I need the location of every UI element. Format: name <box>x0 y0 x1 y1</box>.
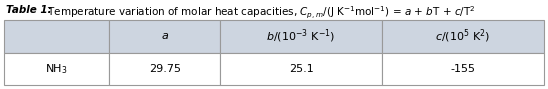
Bar <box>382 20 544 53</box>
Text: NH$_3$: NH$_3$ <box>45 62 68 76</box>
Text: Temperature variation of molar heat capacities, $C_{p,m}$/(J K$^{-1}$mol$^{-1}$): Temperature variation of molar heat capa… <box>44 5 476 21</box>
Bar <box>4 53 109 85</box>
Text: $\it{c}$/(10$^{5}$ K$^{2}$): $\it{c}$/(10$^{5}$ K$^{2}$) <box>435 27 490 45</box>
Text: 29.75: 29.75 <box>149 64 181 74</box>
Text: $\it{b}$/(10$^{-3}$ K$^{-1}$): $\it{b}$/(10$^{-3}$ K$^{-1}$) <box>266 27 336 45</box>
Bar <box>382 53 544 85</box>
Bar <box>109 53 220 85</box>
Bar <box>109 20 220 53</box>
Text: 25.1: 25.1 <box>289 64 313 74</box>
Text: -155: -155 <box>450 64 476 74</box>
Text: $\it{a}$: $\it{a}$ <box>161 31 169 41</box>
Bar <box>220 53 382 85</box>
Bar <box>4 20 109 53</box>
Text: Table 1:: Table 1: <box>6 5 52 15</box>
Bar <box>220 20 382 53</box>
